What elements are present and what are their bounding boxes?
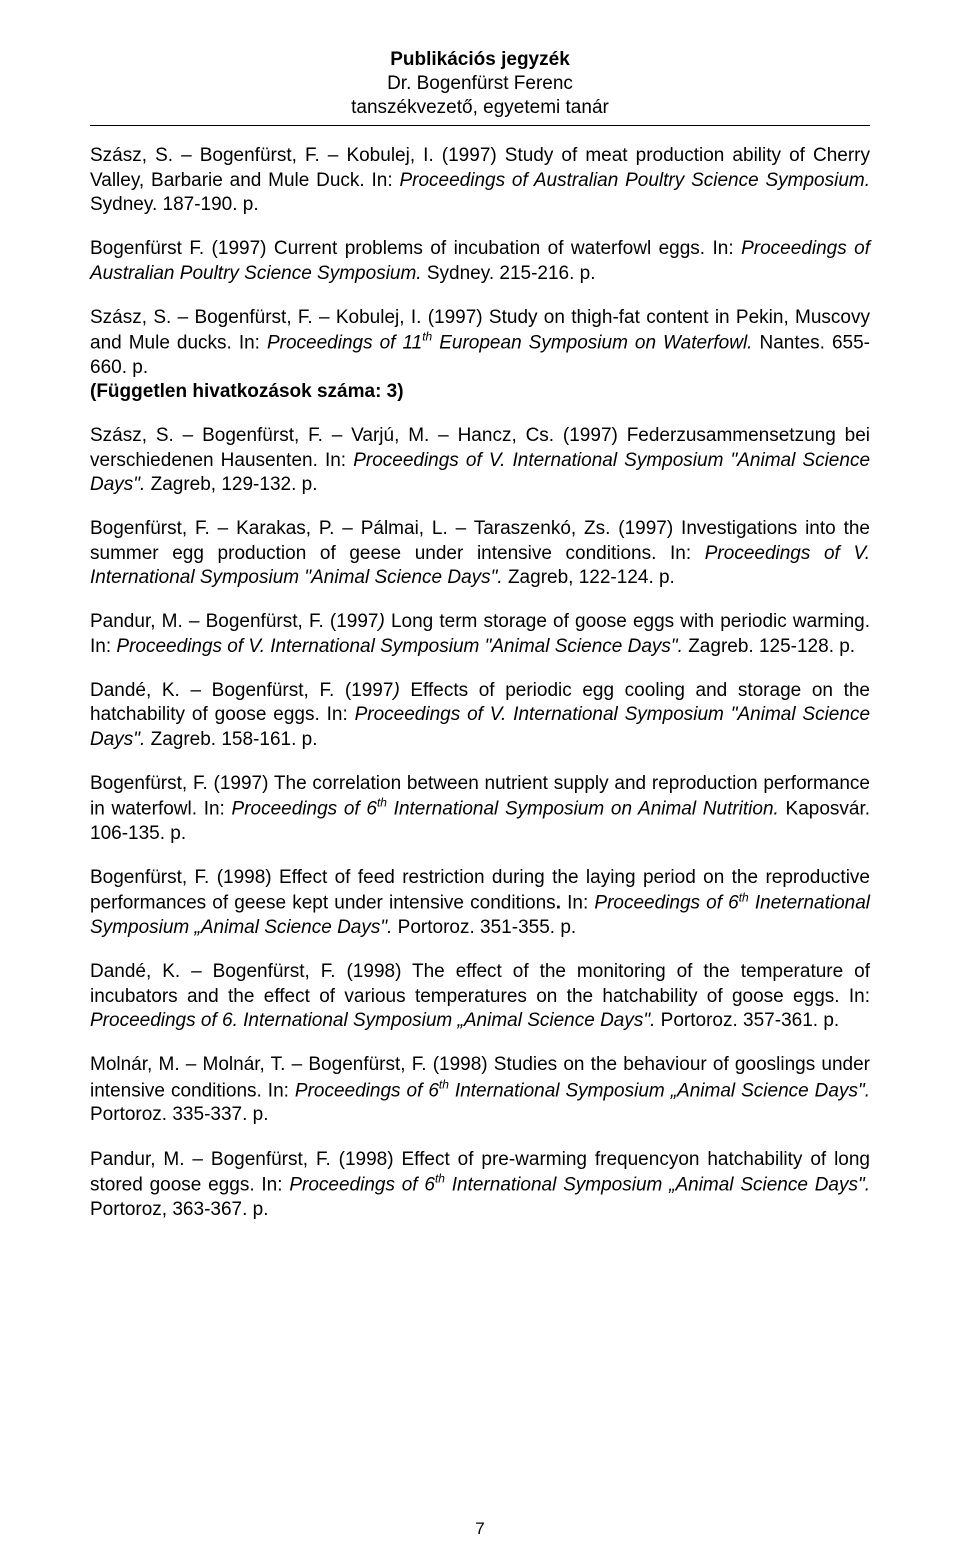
page-number: 7 xyxy=(0,1519,960,1539)
header-divider xyxy=(90,125,870,126)
bibliography-entry: Bogenfürst, F. – Karakas, P. – Pálmai, L… xyxy=(90,517,870,590)
page-header: Publikációs jegyzék Dr. Bogenfürst Feren… xyxy=(90,48,870,119)
bibliography-entry: Bogenfürst, F. (1997) The correlation be… xyxy=(90,772,870,846)
page: Publikációs jegyzék Dr. Bogenfürst Feren… xyxy=(0,0,960,1567)
header-role: tanszékvezető, egyetemi tanár xyxy=(90,96,870,120)
bibliography-entry: Pandur, M. – Bogenfürst, F. (1998) Effec… xyxy=(90,1148,870,1222)
entries-list: Szász, S. – Bogenfürst, F. – Kobulej, I.… xyxy=(90,144,870,1222)
bibliography-entry: Szász, S. – Bogenfürst, F. – Varjú, M. –… xyxy=(90,424,870,497)
bibliography-entry: Dandé, K. – Bogenfürst, F. (1998) The ef… xyxy=(90,960,870,1033)
bibliography-entry: Molnár, M. – Molnár, T. – Bogenfürst, F.… xyxy=(90,1053,870,1127)
bibliography-entry: Szász, S. – Bogenfürst, F. – Kobulej, I.… xyxy=(90,144,870,217)
bibliography-entry: Szász, S. – Bogenfürst, F. – Kobulej, I.… xyxy=(90,306,870,405)
bibliography-entry: Dandé, K. – Bogenfürst, F. (1997) Effect… xyxy=(90,679,870,752)
header-author: Dr. Bogenfürst Ferenc xyxy=(90,72,870,96)
bibliography-entry: Pandur, M. – Bogenfürst, F. (1997) Long … xyxy=(90,610,870,659)
header-title: Publikációs jegyzék xyxy=(90,48,870,72)
bibliography-entry: Bogenfürst, F. (1998) Effect of feed res… xyxy=(90,866,870,940)
bibliography-entry: Bogenfürst F. (1997) Current problems of… xyxy=(90,237,870,286)
